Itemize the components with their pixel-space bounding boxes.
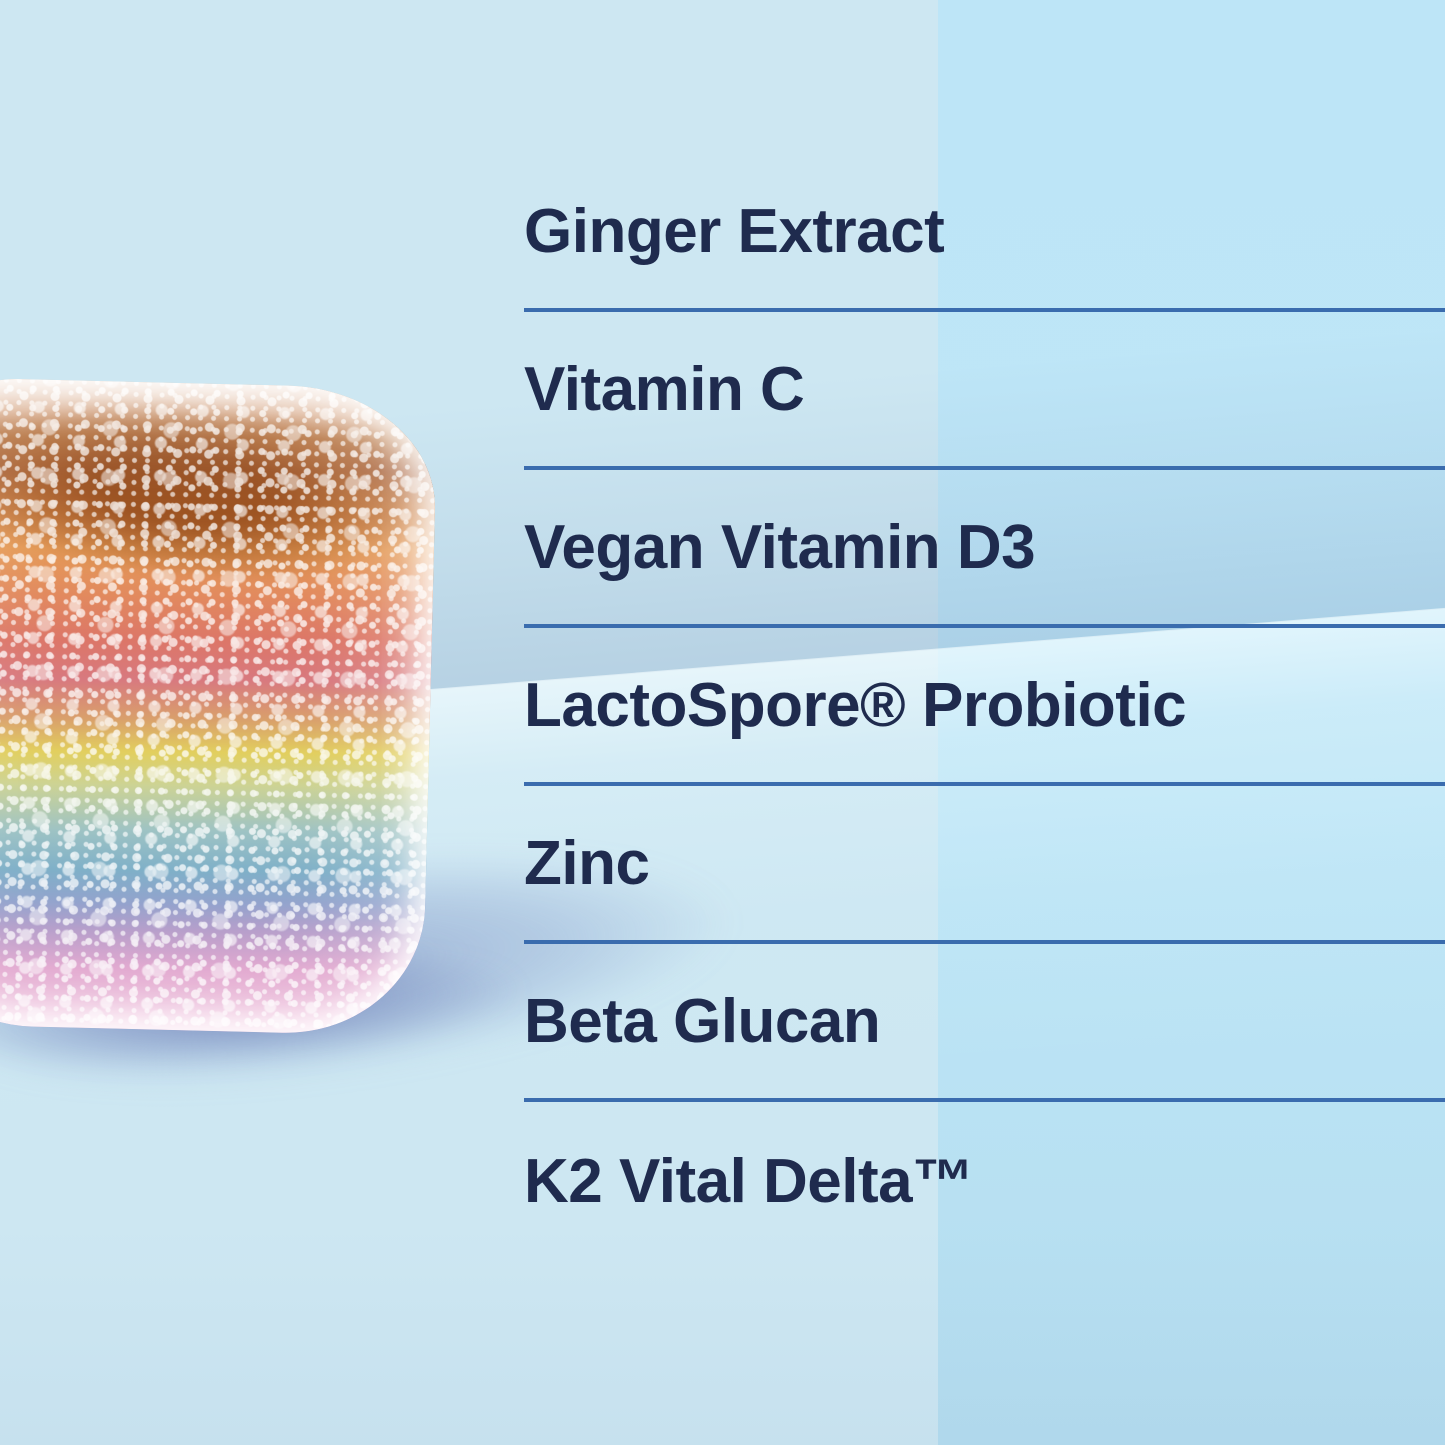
- background-bottom-vignette: [0, 1225, 1445, 1445]
- ingredient-label: K2 Vital Delta™: [524, 1146, 974, 1216]
- list-item: Ginger Extract: [524, 154, 1445, 312]
- ingredient-label: Vegan Vitamin D3: [524, 512, 1036, 582]
- ingredient-label: Beta Glucan: [524, 986, 881, 1056]
- list-item: Zinc: [524, 786, 1445, 944]
- gummy-photo: [0, 376, 438, 1037]
- list-item: Beta Glucan: [524, 944, 1445, 1102]
- gummy-sugar-rim: [0, 377, 438, 1036]
- list-item: Vegan Vitamin D3: [524, 470, 1445, 628]
- ingredient-label: Ginger Extract: [524, 196, 945, 266]
- list-item: K2 Vital Delta™: [524, 1102, 1445, 1260]
- ingredient-label: Vitamin C: [524, 354, 805, 424]
- ingredient-label: LactoSpore® Probiotic: [524, 670, 1187, 740]
- ingredient-label: Zinc: [524, 828, 650, 898]
- list-item: Vitamin C: [524, 312, 1445, 470]
- ingredient-list: Ginger Extract Vitamin C Vegan Vitamin D…: [524, 154, 1445, 1260]
- list-item: LactoSpore® Probiotic: [524, 628, 1445, 786]
